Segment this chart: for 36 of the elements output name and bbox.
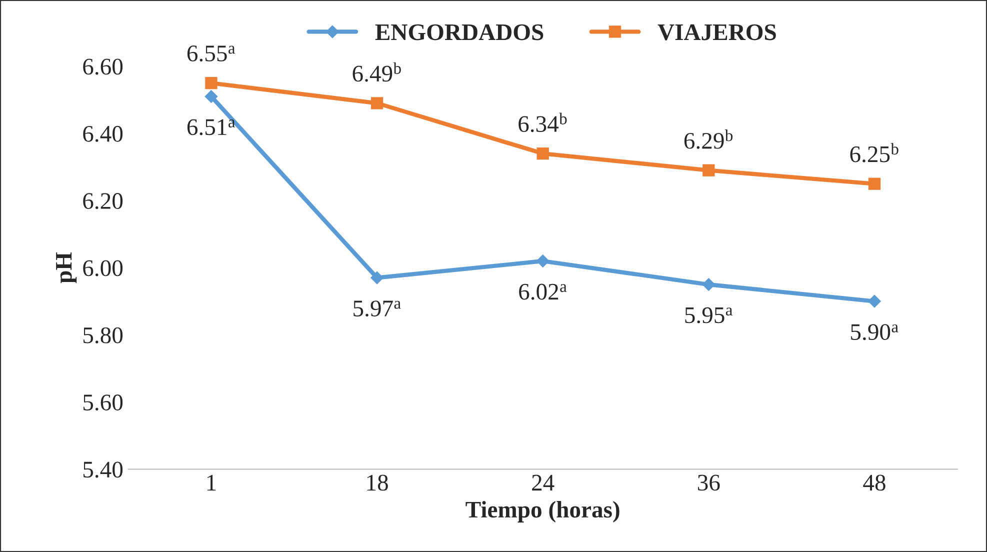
x-tick-label: 1 — [207, 474, 216, 490]
point — [868, 294, 881, 308]
legend-label: ENGORDADOS — [375, 24, 544, 40]
point — [868, 178, 881, 190]
x-tick-label: 36 — [698, 474, 720, 491]
data-label: 5.90$^{a}$ — [851, 324, 898, 340]
point — [204, 90, 218, 103]
y-axis-title: pH — [56, 252, 77, 284]
y-tick-label: 5.40 — [84, 462, 123, 478]
x-tick-label: 18 — [367, 474, 388, 491]
data-label: 6.02$^{a}$ — [519, 284, 567, 300]
y-tick-label: 5.60 — [84, 394, 123, 411]
data-label: 6.49$^{b}$ — [352, 62, 401, 82]
data-label: 6.29$^{b}$ — [684, 130, 733, 149]
point — [205, 76, 218, 90]
y-tick-label: 6.20 — [83, 193, 123, 210]
point — [702, 278, 716, 291]
data-label: 5.97$^{a}$ — [354, 300, 401, 317]
data-label: 6.34$^{b}$ — [518, 112, 567, 132]
x-axis-title: Tiempo (horas) — [466, 501, 620, 522]
y-tick-label: 6.00 — [83, 260, 123, 276]
point — [370, 271, 384, 284]
x-tick-label: 24 — [532, 474, 554, 490]
point — [702, 164, 715, 176]
data-label: 6.25$^{b}$ — [850, 142, 898, 162]
x-tick-label: 48 — [863, 474, 886, 491]
y-tick-label: 6.60 — [83, 58, 123, 75]
data-label: 6.55$^{a}$ — [187, 46, 236, 62]
point — [536, 147, 549, 160]
data-label: 5.95$^{a}$ — [685, 307, 732, 324]
y-tick-label: 6.40 — [83, 126, 123, 142]
point — [536, 254, 550, 268]
point — [370, 97, 384, 110]
y-tick-label: 5.80 — [84, 327, 123, 344]
data-label: 6.51$^{a}$ — [187, 119, 236, 136]
legend-label: VIAJEROS — [658, 24, 776, 40]
